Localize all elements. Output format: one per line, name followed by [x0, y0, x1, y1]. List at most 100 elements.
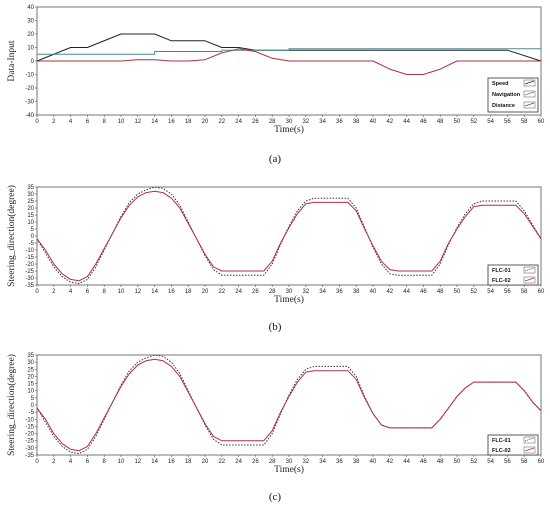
plot-frame	[36, 186, 542, 286]
legend-label: FLC-01	[492, 438, 511, 444]
legend-swatch	[523, 101, 536, 109]
x-tick-label: 2	[52, 289, 56, 295]
caption-b: (b)	[269, 321, 282, 333]
series-line-flc-02	[36, 358, 542, 452]
x-tick-label: 40	[370, 119, 377, 125]
caption-c: (c)	[269, 491, 282, 503]
legend-swatch-box	[523, 446, 536, 454]
x-tick-label: 2	[52, 119, 56, 125]
x-tick-label: 20	[202, 459, 209, 465]
legend-swatch-box	[523, 436, 536, 444]
x-tick-label: 42	[386, 119, 393, 125]
x-tick-label: 24	[235, 289, 242, 295]
x-tick-label: 10	[118, 459, 125, 465]
y-tick-label: -10	[25, 73, 34, 79]
x-tick-label: 32	[302, 289, 309, 295]
y-tick-label: 35	[27, 353, 34, 359]
x-tick-label: 30	[286, 119, 293, 125]
x-tick-label: 26	[252, 459, 259, 465]
y-tick-label: 5	[31, 396, 35, 402]
x-tick-label: 4	[69, 459, 73, 465]
x-tick-label: 28	[269, 119, 276, 125]
x-tick-label: 50	[454, 459, 461, 465]
x-tick-label: 48	[437, 289, 444, 295]
y-tick-label: -20	[25, 86, 34, 92]
legend-swatch-box	[523, 266, 536, 274]
x-tick-label: 34	[319, 119, 326, 125]
x-tick-label: 16	[168, 459, 175, 465]
x-tick-label: 14	[151, 459, 158, 465]
x-tick-label: 54	[487, 459, 494, 465]
legend-swatch	[523, 266, 536, 274]
x-tick-label: 0	[35, 119, 39, 125]
x-tick-label: 20	[202, 119, 209, 125]
x-tick-label: 52	[470, 119, 477, 125]
y-axis-label: Steering_direction(degree)	[6, 185, 17, 287]
legend-swatch-line	[524, 102, 535, 107]
x-tick-label: 56	[504, 119, 511, 125]
x-tick-label: 24	[235, 119, 242, 125]
y-tick-label: 15	[27, 213, 34, 219]
x-tick-label: 18	[185, 289, 192, 295]
legend-swatch-box	[523, 276, 536, 284]
y-tick-label: 0	[31, 234, 35, 240]
legend-swatch	[523, 446, 536, 454]
legend-swatch	[523, 79, 536, 87]
y-tick-label: 10	[27, 389, 34, 395]
x-tick-label: 26	[252, 289, 259, 295]
x-tick-label: 58	[521, 459, 528, 465]
x-tick-label: 58	[521, 119, 528, 125]
x-tick-label: 60	[538, 289, 545, 295]
x-tick-label: 44	[403, 289, 410, 295]
series-line-flc-01	[36, 186, 542, 285]
y-tick-label: 15	[27, 382, 34, 388]
x-tick-label: 54	[487, 119, 494, 125]
legend-label: FLC-01	[492, 268, 511, 274]
legend-swatch-line	[524, 437, 535, 442]
y-tick-label: 20	[27, 206, 34, 212]
y-tick-label: -10	[25, 248, 34, 254]
y-tick-label: -25	[25, 269, 34, 275]
y-tick-label: 20	[27, 32, 34, 38]
legend-swatch	[523, 90, 536, 98]
y-tick-label: 30	[27, 360, 34, 366]
legend: FLC-01 FLC-02	[487, 264, 539, 286]
x-tick-label: 18	[185, 119, 192, 125]
x-tick-label: 38	[353, 289, 360, 295]
y-tick-label: 30	[27, 192, 34, 198]
y-tick-label: 0	[31, 403, 35, 409]
y-tick-label: 20	[27, 374, 34, 380]
y-tick-label: -40	[25, 113, 34, 119]
x-tick-label: 0	[35, 289, 39, 295]
y-tick-label: -25	[25, 439, 34, 445]
legend-label: Distance	[492, 103, 515, 109]
x-tick-label: 48	[437, 119, 444, 125]
series-line-speed	[36, 33, 542, 62]
x-tick-label: 50	[454, 289, 461, 295]
y-tick-label: 10	[27, 220, 34, 226]
x-tick-label: 14	[151, 119, 158, 125]
caption-c-text: (c)	[269, 491, 282, 503]
y-tick-label: 30	[27, 19, 34, 25]
legend-swatch-line	[524, 80, 535, 85]
y-tick-label: 10	[27, 46, 34, 52]
x-tick-label: 6	[86, 459, 90, 465]
x-tick-label: 10	[118, 289, 125, 295]
y-axis-label: Data-Input	[7, 40, 17, 82]
legend-swatch-box	[523, 90, 536, 98]
x-tick-label: 30	[286, 459, 293, 465]
x-tick-label: 52	[470, 289, 477, 295]
x-tick-label: 12	[134, 119, 141, 125]
x-tick-label: 8	[103, 289, 107, 295]
x-tick-label: 56	[504, 459, 511, 465]
x-tick-label: 52	[470, 459, 477, 465]
y-tick-label: -35	[25, 283, 34, 289]
x-tick-label: 46	[420, 459, 427, 465]
x-tick-label: 38	[353, 459, 360, 465]
chart-panel-b: 0 2 4 6 8 10 12 14 16 18 20 22 24 26 28 30 32 34 36 38 40 42 4…	[6, 185, 545, 305]
y-tick-label: -30	[25, 446, 34, 452]
x-tick-label: 10	[118, 119, 125, 125]
y-tick-label: -10	[25, 417, 34, 423]
x-tick-label: 44	[403, 119, 410, 125]
x-tick-label: 4	[69, 289, 73, 295]
